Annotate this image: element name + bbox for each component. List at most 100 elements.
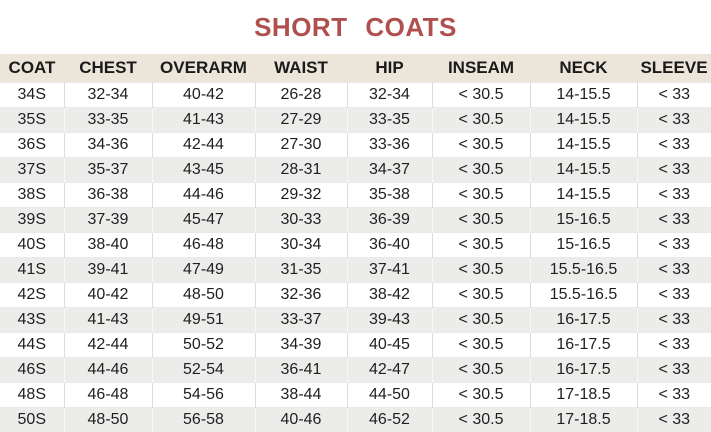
column-header-waist: WAIST xyxy=(255,54,347,83)
table-cell: 34-39 xyxy=(255,332,348,358)
column-header-overarm: OVERARM xyxy=(152,54,255,83)
table-cell: 35-38 xyxy=(347,182,433,208)
table-cell: < 30.5 xyxy=(432,382,531,408)
table-cell: 42-44 xyxy=(152,132,256,158)
table-cell: 48S xyxy=(0,382,65,408)
table-cell: 14-15.5 xyxy=(530,107,638,133)
table-row-34s: 34S 32-34 40-42 26-28 32-34 < 30.5 14-15.5 < 33 xyxy=(0,82,711,108)
table-cell: 16-17.5 xyxy=(530,332,638,358)
column-header-coat: COAT xyxy=(0,54,64,83)
table-cell: < 33 xyxy=(637,107,711,133)
column-header-inseam: INSEAM xyxy=(432,54,530,83)
table-cell: 41-43 xyxy=(152,107,256,133)
table-cell: < 33 xyxy=(637,407,711,432)
table-cell: 47-49 xyxy=(152,257,256,283)
table-cell: 27-29 xyxy=(255,107,348,133)
table-cell: 42-47 xyxy=(347,357,433,383)
table-cell: 33-35 xyxy=(64,107,153,133)
table-cell: 38-44 xyxy=(255,382,348,408)
table-cell: < 30.5 xyxy=(432,407,531,432)
table-cell: < 30.5 xyxy=(432,257,531,283)
table-cell: 40-45 xyxy=(347,332,433,358)
table-cell: 52-54 xyxy=(152,357,256,383)
table-cell: < 33 xyxy=(637,282,711,308)
table-cell: < 30.5 xyxy=(432,207,531,233)
table-cell: 45-47 xyxy=(152,207,256,233)
table-cell: < 30.5 xyxy=(432,132,531,158)
page-title: SHORT COATS xyxy=(254,11,457,42)
table-row-35s: 35S 33-35 41-43 27-29 33-35 < 30.5 14-15.5 < 33 xyxy=(0,107,711,133)
table-cell: 43-45 xyxy=(152,157,256,183)
table-cell: 41S xyxy=(0,257,65,283)
table-cell: < 33 xyxy=(637,307,711,333)
table-header-row: COAT CHEST OVERARM WAIST HIP INSEAM NECK SLEEVE xyxy=(0,54,711,83)
table-cell: < 30.5 xyxy=(432,357,531,383)
table-cell: 34-37 xyxy=(347,157,433,183)
table-row-40s: 40S 38-40 46-48 30-34 36-40 < 30.5 15-16.5 < 33 xyxy=(0,232,711,258)
table-cell: 44S xyxy=(0,332,65,358)
table-cell: 15-16.5 xyxy=(530,207,638,233)
table-row-50s: 50S 48-50 56-58 40-46 46-52 < 30.5 17-18.5 < 33 xyxy=(0,407,711,432)
table-cell: 35-37 xyxy=(64,157,153,183)
table-cell: 54-56 xyxy=(152,382,256,408)
table-cell: 14-15.5 xyxy=(530,182,638,208)
table-row-37s: 37S 35-37 43-45 28-31 34-37 < 30.5 14-15.5 < 33 xyxy=(0,157,711,183)
table-row-39s: 39S 37-39 45-47 30-33 36-39 < 30.5 15-16.5 < 33 xyxy=(0,207,711,233)
table-cell: 49-51 xyxy=(152,307,256,333)
column-header-neck: NECK xyxy=(530,54,637,83)
table-cell: < 30.5 xyxy=(432,157,531,183)
table-cell: < 33 xyxy=(637,182,711,208)
table-body: 34S 32-34 40-42 26-28 32-34 < 30.5 14-15.5 < 33… xyxy=(0,82,711,432)
table-cell: 31-35 xyxy=(255,257,348,283)
table-cell: 39-41 xyxy=(64,257,153,283)
table-row-46s: 46S 44-46 52-54 36-41 42-47 < 30.5 16-17.5 < 33 xyxy=(0,357,711,383)
table-cell: 33-35 xyxy=(347,107,433,133)
table-row-48s: 48S 46-48 54-56 38-44 44-50 < 30.5 17-18.5 < 33 xyxy=(0,382,711,408)
table-cell: 32-34 xyxy=(347,82,433,108)
table-cell: 56-58 xyxy=(152,407,256,432)
table-cell: 36-39 xyxy=(347,207,433,233)
table-cell: < 33 xyxy=(637,232,711,258)
table-row-41s: 41S 39-41 47-49 31-35 37-41 < 30.5 15.5-16.5 < … xyxy=(0,257,711,283)
table-cell: 33-36 xyxy=(347,132,433,158)
table-cell: 34S xyxy=(0,82,65,108)
table-cell: 37-39 xyxy=(64,207,153,233)
table-cell: 17-18.5 xyxy=(530,407,638,432)
table-cell: 41-43 xyxy=(64,307,153,333)
table-cell: 40-42 xyxy=(152,82,256,108)
table-cell: 35S xyxy=(0,107,65,133)
table-cell: 39-43 xyxy=(347,307,433,333)
table-cell: 36-40 xyxy=(347,232,433,258)
table-cell: 46-48 xyxy=(64,382,153,408)
table-cell: 44-50 xyxy=(347,382,433,408)
table-cell: < 30.5 xyxy=(432,182,531,208)
table-cell: 48-50 xyxy=(64,407,153,432)
table-cell: 33-37 xyxy=(255,307,348,333)
table-cell: 37S xyxy=(0,157,65,183)
table-cell: 37-41 xyxy=(347,257,433,283)
table-cell: 29-32 xyxy=(255,182,348,208)
table-cell: 46-48 xyxy=(152,232,256,258)
table-cell: 30-34 xyxy=(255,232,348,258)
table-cell: 50-52 xyxy=(152,332,256,358)
table-cell: < 30.5 xyxy=(432,282,531,308)
table-row-36s: 36S 34-36 42-44 27-30 33-36 < 30.5 14-15.5 < 33 xyxy=(0,132,711,158)
table-cell: 38-42 xyxy=(347,282,433,308)
table-cell: 36-38 xyxy=(64,182,153,208)
table-cell: 50S xyxy=(0,407,65,432)
table-cell: < 33 xyxy=(637,157,711,183)
table-row-43s: 43S 41-43 49-51 33-37 39-43 < 30.5 16-17.5 < 33 xyxy=(0,307,711,333)
table-cell: 14-15.5 xyxy=(530,132,638,158)
short-coats-size-table: COAT CHEST OVERARM WAIST HIP INSEAM NECK SLEEVE… xyxy=(0,54,711,432)
table-cell: 28-31 xyxy=(255,157,348,183)
column-header-sleeve: SLEEVE xyxy=(637,54,711,83)
table-cell: 16-17.5 xyxy=(530,307,638,333)
table-cell: 15.5-16.5 xyxy=(530,257,638,283)
table-cell: 34-36 xyxy=(64,132,153,158)
table-cell: < 33 xyxy=(637,382,711,408)
title-bar: SHORT COATS xyxy=(0,0,711,54)
table-cell: 44-46 xyxy=(152,182,256,208)
table-cell: 36-41 xyxy=(255,357,348,383)
table-cell: < 33 xyxy=(637,82,711,108)
table-cell: 30-33 xyxy=(255,207,348,233)
